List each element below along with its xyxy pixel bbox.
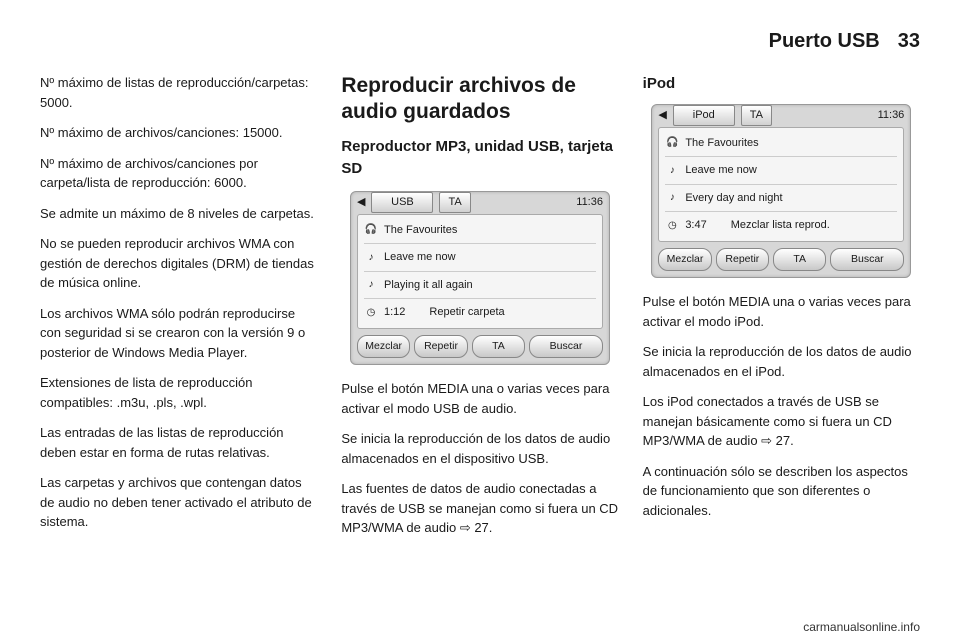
content-columns: Nº máximo de listas de reproducción/carp… [40, 73, 920, 549]
device-source-tab: USB [371, 192, 433, 213]
paragraph: Se admite un máximo de 8 niveles de carp… [40, 204, 317, 224]
note-icon: ♪ [364, 278, 378, 292]
row-time: 1:12 [384, 304, 405, 321]
headphones-icon: 🎧 [364, 223, 378, 237]
device-row: 🎧 The Favourites [364, 219, 596, 242]
device-buttons: Mezclar Repetir TA Buscar [351, 335, 609, 365]
paragraph: No se pueden reproducir archivos WMA con… [40, 234, 317, 293]
section-title: Reproducir archivos de audio guardados [341, 73, 618, 126]
device-row: ◷ 1:12 Repetir carpeta [364, 301, 596, 324]
back-icon: ◀ [357, 194, 365, 211]
paragraph: Las entradas de las listas de reproducci… [40, 423, 317, 462]
page-header: Puerto USB 33 [40, 30, 920, 53]
paragraph: Nº máximo de listas de reproducción/carp… [40, 73, 317, 112]
device-source-tab: iPod [673, 105, 735, 126]
row-label: Leave me now [384, 249, 456, 266]
footer-url: carmanualsonline.info [803, 620, 920, 634]
row-time: 3:47 [685, 217, 706, 234]
device-button: TA [472, 335, 525, 359]
device-button: Buscar [830, 248, 904, 272]
column-3: iPod ◀ iPod TA 11:36 🎧 The Favourites ♪ [643, 73, 920, 549]
device-button: Mezclar [357, 335, 410, 359]
row-label: The Favourites [384, 222, 457, 239]
device-ta-tab: TA [741, 105, 772, 126]
device-clock: 11:36 [878, 107, 905, 124]
paragraph: Las carpetas y archivos que contengan da… [40, 473, 317, 532]
device-row: ◷ 3:47 Mezclar lista reprod. [665, 214, 897, 237]
device-row: 🎧 The Favourites [665, 132, 897, 155]
device-body: 🎧 The Favourites ♪ Leave me now ♪ Playin… [357, 214, 603, 329]
row-status: Repetir carpeta [429, 304, 504, 321]
paragraph: Los iPod conectados a través de USB se m… [643, 392, 920, 451]
time-icon: ◷ [364, 305, 378, 319]
row-label: Leave me now [685, 162, 757, 179]
column-2: Reproducir archivos de audio guardados R… [341, 73, 618, 549]
device-clock: 11:36 [576, 194, 603, 211]
note-icon: ♪ [364, 250, 378, 264]
device-row: ♪ Every day and night [665, 187, 897, 210]
row-label: Playing it all again [384, 277, 473, 294]
paragraph: Extensiones de lista de reproducción com… [40, 373, 317, 412]
header-page-number: 33 [898, 30, 920, 53]
paragraph: Los archivos WMA sólo podrán reproducirs… [40, 304, 317, 363]
time-icon: ◷ [665, 218, 679, 232]
device-ta-tab: TA [439, 192, 470, 213]
device-button: TA [773, 248, 826, 272]
row-status: Mezclar lista reprod. [731, 217, 830, 234]
device-status-bar: ◀ iPod TA 11:36 [652, 105, 910, 127]
device-status-bar: ◀ USB TA 11:36 [351, 192, 609, 214]
device-row: ♪ Playing it all again [364, 274, 596, 297]
column-1: Nº máximo de listas de reproducción/carp… [40, 73, 317, 549]
device-button: Repetir [716, 248, 769, 272]
device-button: Buscar [529, 335, 603, 359]
paragraph: Nº máximo de archivos/canciones por carp… [40, 154, 317, 193]
note-icon: ♪ [665, 191, 679, 205]
back-icon: ◀ [658, 107, 666, 124]
device-body: 🎧 The Favourites ♪ Leave me now ♪ Every … [658, 127, 904, 242]
device-buttons: Mezclar Repetir TA Buscar [652, 248, 910, 278]
sub-title: Reproductor MP3, unidad USB, tarjeta SD [341, 136, 618, 181]
paragraph: Las fuentes de datos de audio conectadas… [341, 479, 618, 538]
paragraph: Se inicia la reproducción de los datos d… [643, 342, 920, 381]
row-label: Every day and night [685, 190, 782, 207]
note-icon: ♪ [665, 163, 679, 177]
device-button: Mezclar [658, 248, 711, 272]
paragraph: Nº máximo de archivos/canciones: 15000. [40, 123, 317, 143]
device-button: Repetir [414, 335, 467, 359]
paragraph: Pulse el botón MEDIA una o varias veces … [643, 292, 920, 331]
usb-device-screenshot: ◀ USB TA 11:36 🎧 The Favourites ♪ Leave … [350, 191, 610, 366]
page: Puerto USB 33 Nº máximo de listas de rep… [0, 0, 960, 642]
ipod-device-screenshot: ◀ iPod TA 11:36 🎧 The Favourites ♪ Leave… [651, 104, 911, 279]
paragraph: Pulse el botón MEDIA una o varias veces … [341, 379, 618, 418]
headphones-icon: 🎧 [665, 136, 679, 150]
header-section: Puerto USB [769, 30, 880, 53]
paragraph: Se inicia la reproducción de los datos d… [341, 429, 618, 468]
row-label: The Favourites [685, 135, 758, 152]
device-row: ♪ Leave me now [364, 246, 596, 269]
paragraph: A continuación sólo se describen los asp… [643, 462, 920, 521]
ipod-title: iPod [643, 73, 920, 96]
device-row: ♪ Leave me now [665, 159, 897, 182]
